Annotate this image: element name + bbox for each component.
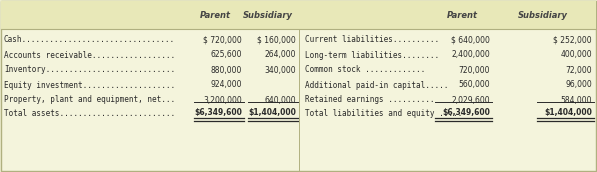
Text: 96,000: 96,000 <box>565 80 592 89</box>
Text: Subsidiary: Subsidiary <box>518 10 568 19</box>
Text: Additional paid-in capital.....: Additional paid-in capital..... <box>305 80 448 89</box>
Text: Cash.................................: Cash................................. <box>4 35 175 45</box>
Text: 3,200,000: 3,200,000 <box>203 95 242 105</box>
Text: $6,349,600: $6,349,600 <box>442 109 490 117</box>
Text: Retained earnings ..........: Retained earnings .......... <box>305 95 435 105</box>
Text: Subsidiary: Subsidiary <box>243 10 293 19</box>
Text: Long-term liabilities........: Long-term liabilities........ <box>305 51 439 60</box>
Text: $ 720,000: $ 720,000 <box>203 35 242 45</box>
Text: 584,000: 584,000 <box>561 95 592 105</box>
Text: Current liabilities..........: Current liabilities.......... <box>305 35 439 45</box>
Text: $6,349,600: $6,349,600 <box>194 109 242 117</box>
Text: Parent: Parent <box>199 10 230 19</box>
Text: $ 252,000: $ 252,000 <box>553 35 592 45</box>
Text: Common stock .............: Common stock ............. <box>305 66 425 74</box>
Text: $1,404,000: $1,404,000 <box>544 109 592 117</box>
Text: Property, plant and equipment, net...: Property, plant and equipment, net... <box>4 95 175 105</box>
Text: 560,000: 560,000 <box>458 80 490 89</box>
Text: Inventory............................: Inventory............................ <box>4 66 175 74</box>
Text: 640,000: 640,000 <box>264 95 296 105</box>
Text: Total liabilities and equity .....: Total liabilities and equity ..... <box>305 109 462 117</box>
Text: 264,000: 264,000 <box>264 51 296 60</box>
Text: Parent: Parent <box>447 10 478 19</box>
Text: 720,000: 720,000 <box>458 66 490 74</box>
Text: 2,029,600: 2,029,600 <box>451 95 490 105</box>
Text: $1,404,000: $1,404,000 <box>248 109 296 117</box>
Text: 400,000: 400,000 <box>561 51 592 60</box>
Text: Accounts receivable..................: Accounts receivable.................. <box>4 51 175 60</box>
Text: Total assets.........................: Total assets......................... <box>4 109 175 117</box>
Text: 924,000: 924,000 <box>211 80 242 89</box>
Text: Equity investment....................: Equity investment.................... <box>4 80 175 89</box>
Text: 2,400,000: 2,400,000 <box>451 51 490 60</box>
Text: 340,000: 340,000 <box>264 66 296 74</box>
Bar <box>1 1 596 29</box>
Text: 72,000: 72,000 <box>565 66 592 74</box>
Text: $ 640,000: $ 640,000 <box>451 35 490 45</box>
Text: 625,600: 625,600 <box>211 51 242 60</box>
Text: $ 160,000: $ 160,000 <box>257 35 296 45</box>
Text: 880,000: 880,000 <box>211 66 242 74</box>
